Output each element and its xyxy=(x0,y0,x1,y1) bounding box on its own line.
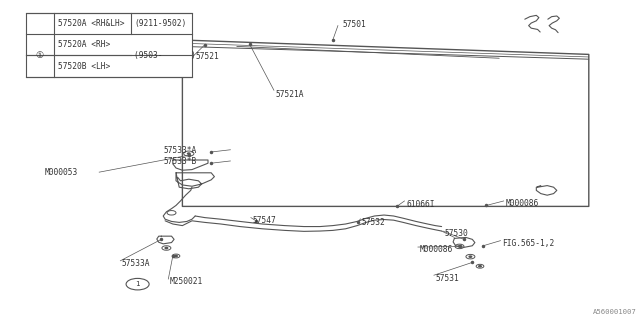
Text: 57501: 57501 xyxy=(342,20,366,28)
Text: 57521: 57521 xyxy=(195,52,219,60)
Text: FIG.565-1,2: FIG.565-1,2 xyxy=(502,239,555,248)
Text: 57520B <LH>: 57520B <LH> xyxy=(58,62,110,71)
Text: 57531: 57531 xyxy=(435,274,459,283)
Text: ①: ① xyxy=(36,51,44,60)
Text: A560001007: A560001007 xyxy=(593,309,637,315)
Text: (9503-      ): (9503- ) xyxy=(134,51,196,60)
Text: 57547: 57547 xyxy=(253,216,276,225)
Circle shape xyxy=(469,256,472,257)
Text: 57530: 57530 xyxy=(445,229,468,238)
Text: 61066I: 61066I xyxy=(406,200,435,209)
Text: M000086: M000086 xyxy=(419,245,452,254)
Text: 57521A: 57521A xyxy=(275,90,304,99)
Text: (9211-9502): (9211-9502) xyxy=(134,19,187,28)
Text: M000086: M000086 xyxy=(506,199,539,208)
Circle shape xyxy=(165,247,168,249)
Text: 57533*B: 57533*B xyxy=(163,157,196,166)
Bar xyxy=(26,13,192,77)
Circle shape xyxy=(479,266,481,267)
Text: 57532: 57532 xyxy=(362,218,385,227)
Text: 57533*A: 57533*A xyxy=(163,146,196,155)
Text: M250021: M250021 xyxy=(170,277,203,286)
Text: 1: 1 xyxy=(135,281,140,287)
Text: 57520A <RH&LH>: 57520A <RH&LH> xyxy=(58,19,124,28)
Text: 57533A: 57533A xyxy=(122,260,150,268)
Circle shape xyxy=(175,255,177,257)
Text: M000053: M000053 xyxy=(45,168,78,177)
Circle shape xyxy=(188,153,190,154)
Text: 57520A <RH>: 57520A <RH> xyxy=(58,40,110,49)
Circle shape xyxy=(458,246,461,247)
